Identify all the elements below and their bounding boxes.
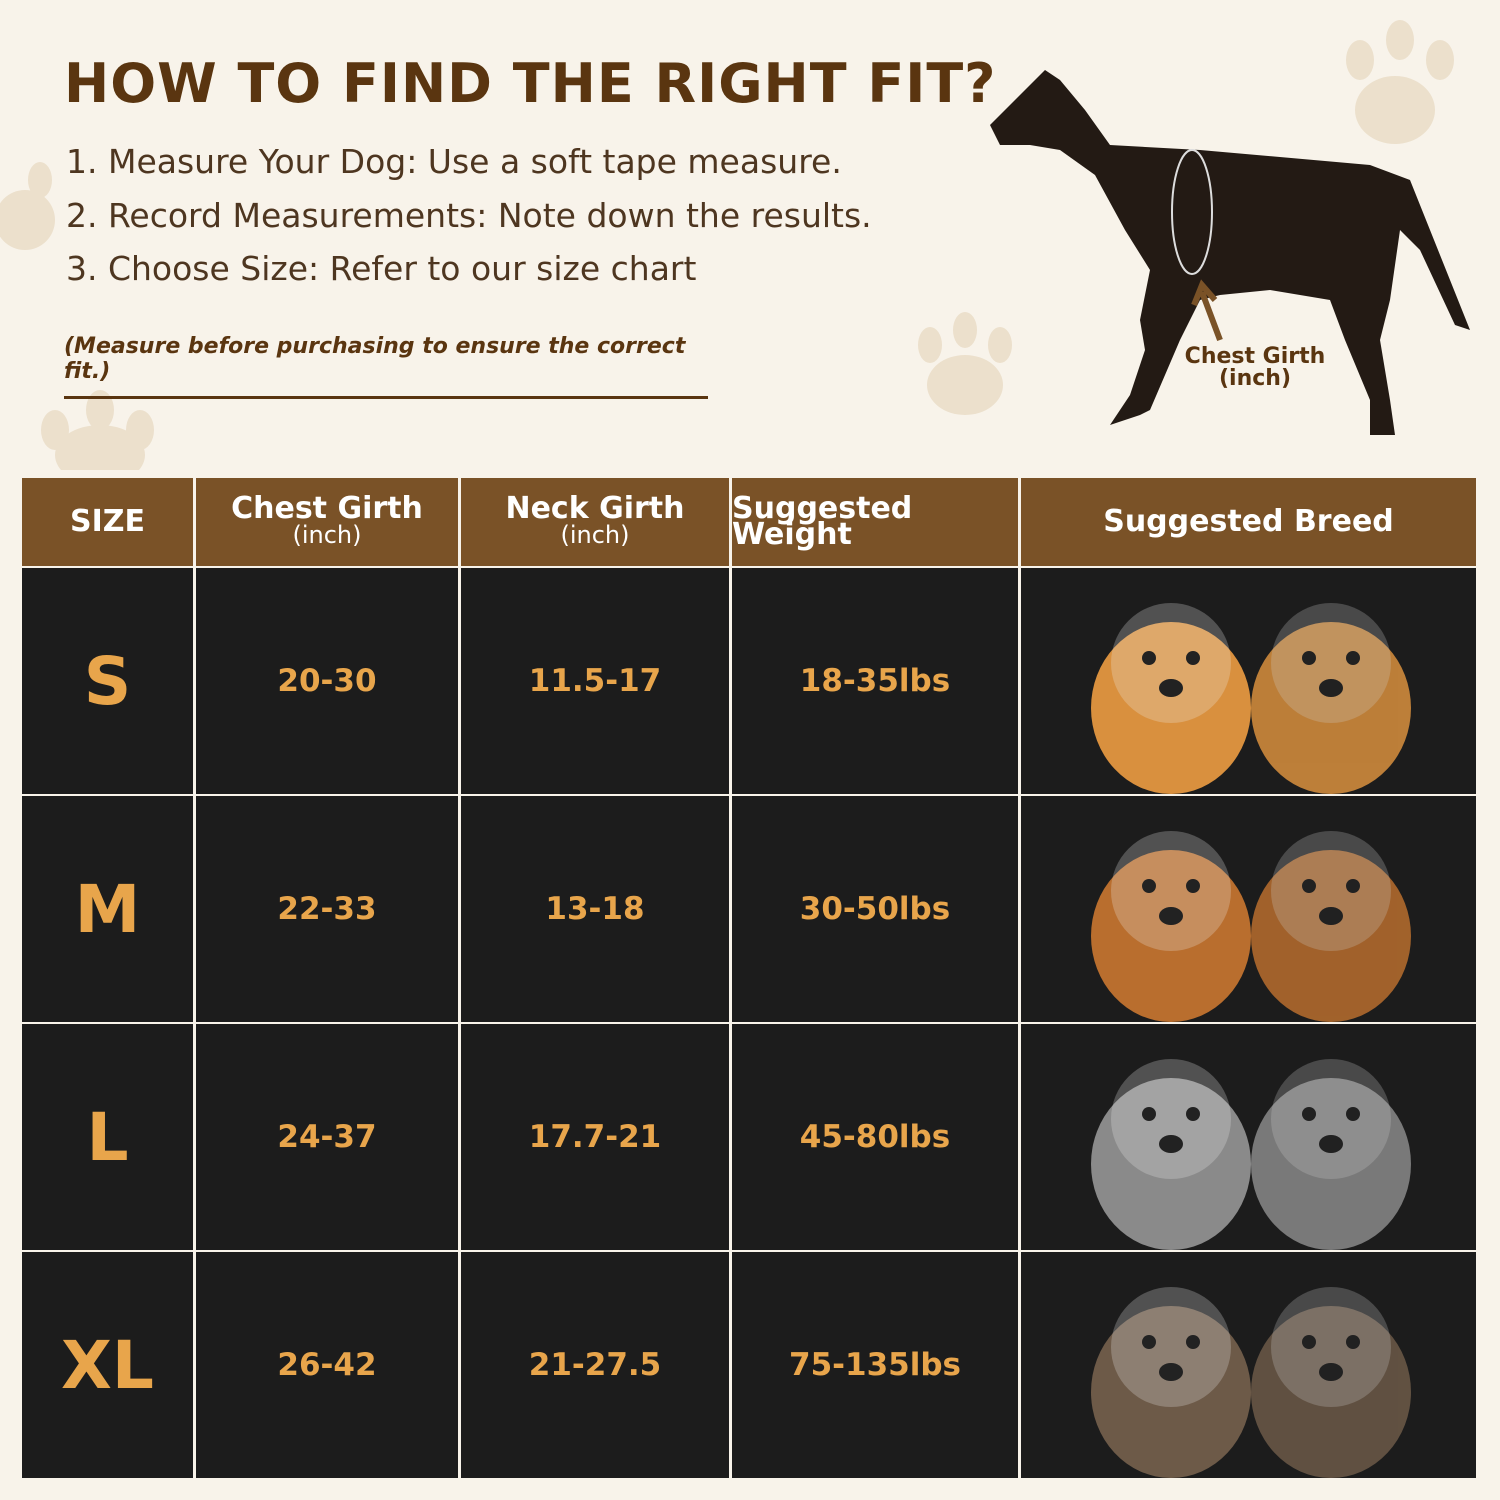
value: 18-35lbs	[799, 663, 951, 699]
cell: 75-135lbs	[732, 1252, 1018, 1478]
breed-photos	[1091, 603, 1411, 794]
cell: 20-30	[196, 568, 458, 794]
breed-cell	[1021, 568, 1476, 794]
column-label: Chest Girth	[231, 491, 423, 526]
breed-photos	[1091, 1059, 1411, 1250]
decoration	[0, 20, 1470, 470]
breed-cell	[1021, 796, 1476, 1022]
value: 17.7-21	[528, 1119, 662, 1155]
value: 30-50lbs	[799, 891, 951, 927]
column-label: Neck Girth	[505, 491, 685, 526]
cell: S	[22, 568, 193, 794]
breed-cell	[1021, 1024, 1476, 1250]
column-unit: (inch)	[560, 521, 630, 549]
cell: 11.5-17	[461, 568, 729, 794]
column-label: Suggested Breed	[1103, 504, 1394, 539]
step: 2. Record Measurements: Note down the re…	[66, 196, 872, 235]
value: 11.5-17	[528, 663, 662, 699]
header-cell: Suggested Weight	[732, 478, 1018, 566]
cell: 24-37	[196, 1024, 458, 1250]
step: 3. Choose Size: Refer to our size chart	[66, 249, 697, 288]
breed-photos	[1091, 1287, 1411, 1478]
header-cell: Neck Girth (inch)	[461, 478, 729, 566]
value: 20-30	[277, 663, 377, 699]
cell: 30-50lbs	[732, 796, 1018, 1022]
title: HOW TO FIND THE RIGHT FIT?	[64, 52, 997, 115]
cell: 22-33	[196, 796, 458, 1022]
note: (Measure before purchasing to ensure the…	[64, 334, 708, 399]
breed-photos	[1091, 831, 1411, 1022]
label: Chest Girth	[1184, 344, 1326, 369]
value: 26-42	[277, 1347, 377, 1383]
column-label: Suggested Weight	[732, 491, 913, 552]
breed-cell	[1021, 1252, 1476, 1478]
cell: 26-42	[196, 1252, 458, 1478]
column-unit: (inch)	[292, 521, 362, 549]
cell: 45-80lbs	[732, 1024, 1018, 1250]
header-cell: Chest Girth (inch)	[196, 478, 458, 566]
value: 22-33	[277, 891, 377, 927]
diagram-label: Chest Girth (inch)	[1170, 346, 1340, 390]
cell: XL	[22, 1252, 193, 1478]
cell: 13-18	[461, 796, 729, 1022]
value: 13-18	[545, 891, 645, 927]
size: M	[74, 870, 141, 948]
header-cell: Suggested Breed	[1021, 478, 1476, 566]
paw-prints	[0, 20, 1454, 470]
cell: M	[22, 796, 193, 1022]
cell: 17.7-21	[461, 1024, 729, 1250]
value: 24-37	[277, 1119, 377, 1155]
size: L	[86, 1098, 129, 1176]
value: 45-80lbs	[799, 1119, 951, 1155]
arrow	[1191, 279, 1223, 342]
cell: 18-35lbs	[732, 568, 1018, 794]
cell: L	[22, 1024, 193, 1250]
step: 1. Measure Your Dog: Use a soft tape mea…	[66, 142, 842, 181]
value: 75-135lbs	[789, 1347, 961, 1383]
value: 21-27.5	[528, 1347, 662, 1383]
header-cell: SIZE	[22, 478, 193, 566]
girth-ring	[1171, 149, 1213, 275]
size: XL	[61, 1326, 154, 1404]
column-label: SIZE	[69, 504, 145, 539]
unit: (inch)	[1218, 366, 1291, 391]
dog-silhouette	[990, 70, 1470, 435]
cell: 21-27.5	[461, 1252, 729, 1478]
size: S	[83, 642, 132, 720]
